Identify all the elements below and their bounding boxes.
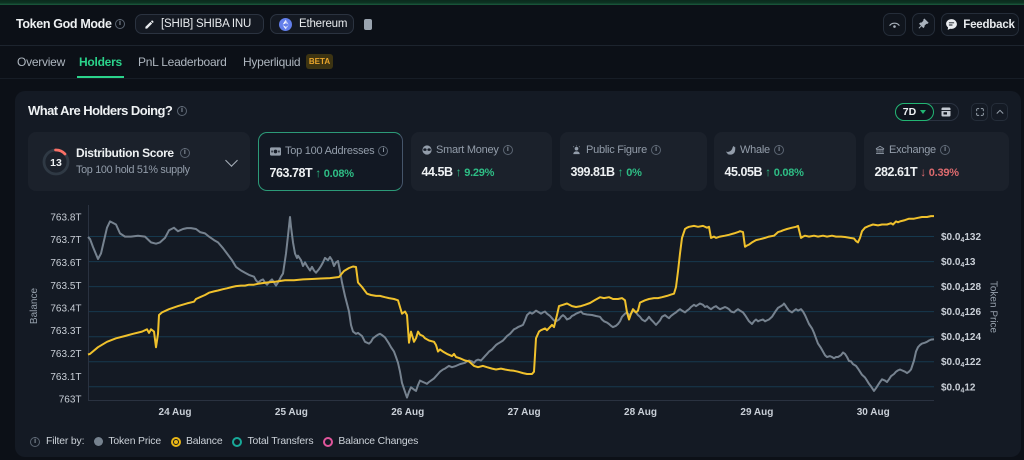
svg-text:24 Aug: 24 Aug bbox=[159, 407, 192, 418]
svg-text:$0.04122: $0.04122 bbox=[941, 357, 981, 369]
svg-text:763.7T: 763.7T bbox=[50, 235, 81, 246]
svg-text:763.8T: 763.8T bbox=[50, 213, 81, 224]
svg-text:25 Aug: 25 Aug bbox=[275, 407, 308, 418]
svg-text:$0.04128: $0.04128 bbox=[941, 282, 981, 294]
svg-text:763T: 763T bbox=[59, 395, 82, 406]
svg-text:763.2T: 763.2T bbox=[50, 349, 81, 360]
svg-text:763.3T: 763.3T bbox=[50, 326, 81, 337]
svg-text:28 Aug: 28 Aug bbox=[624, 407, 657, 418]
svg-text:763.5T: 763.5T bbox=[50, 281, 81, 292]
svg-text:$0.04124: $0.04124 bbox=[941, 332, 981, 344]
svg-text:763.1T: 763.1T bbox=[50, 372, 81, 383]
svg-text:$0.0413: $0.0413 bbox=[941, 257, 976, 269]
svg-text:30 Aug: 30 Aug bbox=[857, 407, 890, 418]
svg-text:Token Price: Token Price bbox=[988, 281, 999, 334]
svg-text:$0.0412: $0.0412 bbox=[941, 382, 976, 394]
svg-text:13: 13 bbox=[50, 157, 62, 169]
svg-text:Balance: Balance bbox=[29, 287, 40, 324]
svg-text:$0.04126: $0.04126 bbox=[941, 307, 981, 319]
svg-text:763.4T: 763.4T bbox=[50, 304, 81, 315]
svg-text:$0.04132: $0.04132 bbox=[941, 232, 981, 244]
svg-text:27 Aug: 27 Aug bbox=[508, 407, 541, 418]
svg-text:26 Aug: 26 Aug bbox=[391, 407, 424, 418]
svg-text:763.6T: 763.6T bbox=[50, 258, 81, 269]
svg-text:29 Aug: 29 Aug bbox=[740, 407, 773, 418]
